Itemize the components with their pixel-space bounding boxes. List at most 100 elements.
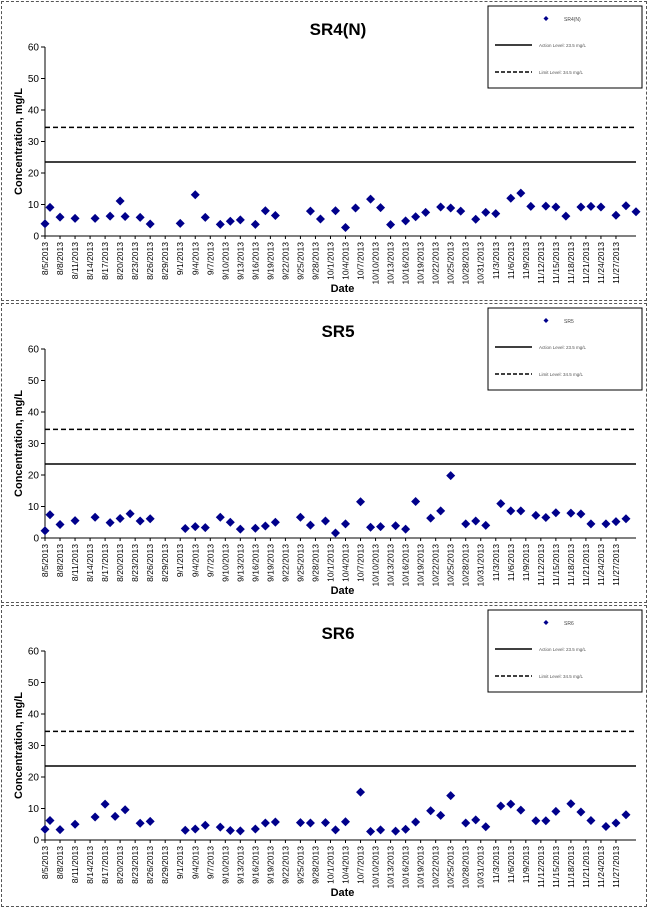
x-tick-label: 8/5/2013 [40, 544, 50, 577]
data-point [541, 816, 551, 826]
y-tick-label: 30 [28, 137, 40, 148]
data-point [55, 519, 65, 529]
x-tick-label: 8/26/2013 [145, 846, 155, 884]
data-point [70, 213, 80, 223]
x-tick-label: 8/14/2013 [85, 242, 95, 280]
data-point [516, 506, 526, 516]
x-tick-label: 8/29/2013 [160, 242, 170, 280]
x-tick-label: 9/13/2013 [235, 242, 245, 280]
data-point [235, 524, 245, 534]
data-point [391, 826, 401, 836]
data-point [90, 512, 100, 522]
data-point [586, 201, 596, 211]
data-point [341, 817, 351, 827]
data-point [45, 815, 55, 825]
data-point [566, 799, 576, 809]
data-point [366, 522, 376, 532]
legend-marker-icon [543, 16, 549, 21]
chart-legend: SR5 Action Level: 23.5 mg/L Limit Level: 3… [487, 307, 643, 391]
x-tick-label: 11/24/2013 [596, 242, 606, 284]
x-tick-label: 8/8/2013 [55, 544, 65, 577]
x-tick-label: 8/5/2013 [40, 242, 50, 275]
data-point [40, 219, 50, 229]
x-tick-label: 9/28/2013 [310, 846, 320, 884]
x-tick-label: 9/16/2013 [250, 242, 260, 280]
data-point [305, 818, 315, 828]
y-tick-label: 40 [28, 710, 40, 721]
data-point [341, 222, 351, 232]
data-point [330, 528, 340, 538]
x-tick-label: 8/20/2013 [115, 242, 125, 280]
data-point [446, 471, 456, 481]
x-tick-label: 9/7/2013 [205, 846, 215, 879]
data-point [566, 508, 576, 518]
data-point [506, 193, 516, 203]
data-point [436, 506, 446, 516]
x-tick-label: 11/9/2013 [521, 544, 531, 581]
chart-title: SR4(N) [310, 20, 367, 39]
x-tick-label: 10/1/2013 [325, 242, 335, 280]
y-tick-label: 20 [28, 169, 40, 180]
data-point [611, 210, 621, 220]
chart-legend: SR6 Action Level: 23.5 mg/L Limit Level: 3… [487, 609, 643, 693]
x-tick-label: 8/23/2013 [130, 846, 140, 884]
y-tick-label: 40 [28, 408, 40, 419]
data-point [411, 496, 421, 506]
legend-label-action: Action Level: 23.5 mg/L [539, 647, 587, 652]
data-point [471, 516, 481, 526]
data-point [200, 820, 210, 830]
x-tick-label: 10/4/2013 [341, 242, 351, 280]
data-point [70, 819, 80, 829]
x-tick-label: 10/10/2013 [371, 544, 381, 587]
x-tick-label: 8/8/2013 [55, 242, 65, 275]
x-tick-label: 10/7/2013 [356, 846, 366, 884]
x-tick-label: 11/12/2013 [536, 242, 546, 284]
x-tick-label: 10/4/2013 [341, 544, 351, 582]
x-tick-label: 9/7/2013 [205, 544, 215, 577]
x-tick-label: 11/6/2013 [506, 544, 516, 581]
legend-marker-icon [543, 318, 549, 323]
data-point [125, 509, 135, 519]
x-tick-label: 11/24/2013 [596, 846, 606, 888]
x-tick-label: 11/9/2013 [521, 242, 531, 279]
y-tick-label: 50 [28, 678, 40, 689]
legend-box [487, 609, 643, 693]
legend-label-action: Action Level: 23.5 mg/L [539, 43, 587, 48]
x-tick-label: 11/27/2013 [611, 544, 621, 586]
x-tick-label: 10/25/2013 [446, 544, 456, 587]
x-tick-label: 10/25/2013 [446, 242, 456, 285]
data-point [446, 203, 456, 213]
data-point [461, 519, 471, 529]
x-tick-label: 9/19/2013 [265, 846, 275, 884]
x-tick-label: 10/22/2013 [431, 544, 441, 587]
data-point [250, 219, 260, 229]
legend-label-limit: Limit Level: 34.5 mg/L [539, 70, 584, 75]
data-point [55, 825, 65, 835]
data-point [531, 510, 541, 520]
x-tick-label: 8/14/2013 [85, 544, 95, 582]
data-point [215, 219, 225, 229]
data-point [180, 825, 190, 835]
data-point [541, 201, 551, 211]
x-tick-label: 9/10/2013 [220, 846, 230, 884]
data-point [411, 212, 421, 222]
data-point [110, 811, 120, 821]
data-point [421, 207, 431, 217]
legend-label-series: SR5 [564, 319, 574, 325]
data-point [621, 810, 631, 820]
x-tick-label: 11/6/2013 [506, 242, 516, 279]
data-point [45, 510, 55, 520]
chart-panel-sr6: SR6 SR6 Action Level: 23.5 mg/L Limit Level… [1, 605, 647, 907]
x-tick-label: 11/18/2013 [566, 846, 576, 888]
data-point [235, 215, 245, 225]
data-point [601, 519, 611, 529]
data-point [145, 219, 155, 229]
data-point [225, 517, 235, 527]
data-point [190, 190, 200, 200]
data-point [601, 821, 611, 831]
x-tick-label: 11/15/2013 [551, 846, 561, 888]
data-point [70, 516, 80, 526]
x-tick-label: 8/26/2013 [145, 242, 155, 280]
y-tick-label: 30 [28, 439, 40, 450]
x-tick-label: 8/5/2013 [40, 846, 50, 879]
